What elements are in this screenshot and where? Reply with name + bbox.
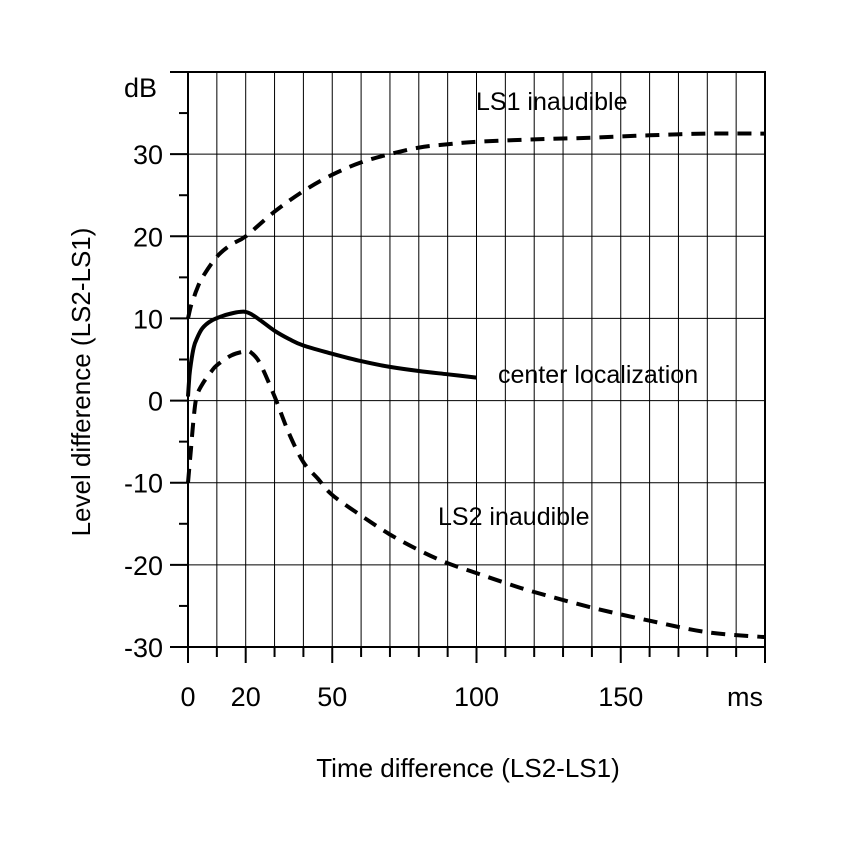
annotation-ls2-inaudible: LS2 inaudible <box>438 503 590 531</box>
x-axis-title: Time difference (LS2-LS1) <box>316 753 619 783</box>
series-line-center-localization <box>186 309 477 397</box>
x-unit-label: ms <box>727 682 763 712</box>
y-unit-label: dB <box>124 73 157 103</box>
x-tick-label: 50 <box>317 682 347 712</box>
y-tick-label: -10 <box>124 469 163 499</box>
tick-marks <box>170 71 766 663</box>
y-tick-label: 0 <box>148 387 163 417</box>
annotation-center-localization: center localization <box>498 361 698 389</box>
x-tick-label: 20 <box>231 682 261 712</box>
x-tick-label: 100 <box>454 682 499 712</box>
y-tick-label: 10 <box>133 304 163 334</box>
grid-layer <box>188 72 765 647</box>
y-axis-title: Level difference (LS2-LS1) <box>66 228 96 537</box>
x-tick-label: 0 <box>180 682 195 712</box>
y-tick-label: 30 <box>133 140 163 170</box>
series-line-ls1-inaudible <box>186 131 766 319</box>
tick-labels: -30 -20 -10 0 10 20 30 0 20 50 100 150 <box>124 140 643 712</box>
curves-layer <box>186 131 766 640</box>
y-tick-label: -20 <box>124 551 163 581</box>
annotation-ls1-inaudible: LS1 inaudible <box>476 88 628 116</box>
y-tick-label: -30 <box>124 633 163 663</box>
series-line-ls2-inaudible <box>186 349 766 640</box>
y-tick-label: 20 <box>133 222 163 252</box>
x-tick-label: 150 <box>598 682 643 712</box>
